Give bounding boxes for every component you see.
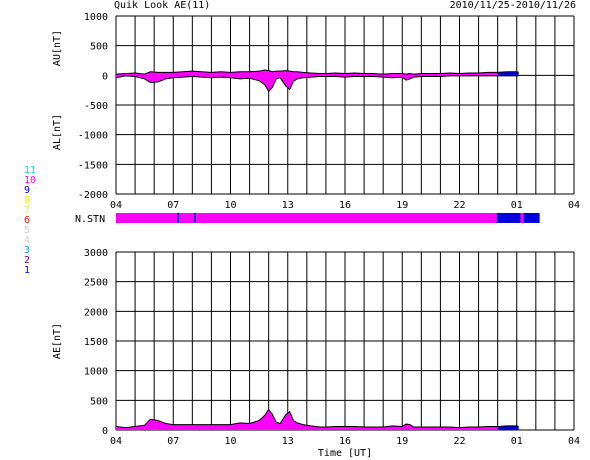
x-tick-label: 01 — [511, 200, 523, 211]
station-legend-item: 4 — [24, 235, 31, 246]
station-legend-item: 5 — [24, 225, 31, 236]
station-legend-item: 1 — [24, 265, 31, 276]
y-tick-label: 2000 — [84, 307, 108, 318]
x-tick-label: 07 — [167, 200, 179, 211]
y-tick-label: 500 — [90, 396, 108, 407]
station-bar-segment — [523, 213, 540, 223]
station-legend-item: 3 — [24, 245, 31, 256]
x-tick-label: 22 — [453, 436, 465, 447]
station-bar-segment — [196, 213, 497, 223]
station-bar-segment — [194, 213, 197, 223]
al-line — [115, 75, 519, 93]
y-tick-label: 1500 — [84, 337, 108, 348]
x-tick-label: 22 — [453, 200, 465, 211]
au-al-panel-grid — [115, 15, 575, 195]
station-legend-item: 11 — [24, 165, 37, 176]
y-tick-label: 500 — [90, 42, 108, 53]
x-tick-label: 10 — [224, 200, 236, 211]
station-legend-item: 10 — [24, 175, 37, 186]
station-legend-item: 6 — [24, 215, 31, 226]
au-line — [115, 69, 519, 75]
y-tick-label: 1000 — [84, 12, 108, 23]
station-bar-segment — [496, 213, 521, 223]
x-tick-label: 04 — [110, 200, 122, 211]
station-legend-item: 2 — [24, 255, 31, 266]
y-tick-label: -1500 — [78, 160, 108, 171]
y-axis-label-au: AU[nT] — [52, 30, 63, 66]
station-bar-segment — [116, 213, 178, 223]
x-tick-label: 07 — [167, 436, 179, 447]
x-tick-label: 10 — [224, 436, 236, 447]
y-tick-label: -2000 — [78, 190, 108, 201]
x-tick-label: 13 — [282, 436, 294, 447]
station-bar-segment — [178, 213, 195, 223]
au-area-recent — [497, 71, 519, 76]
ae-line — [115, 408, 519, 429]
station-legend-item: 7 — [24, 205, 31, 216]
y-axis-label-al: AL[nT] — [52, 114, 63, 150]
y-axis-label-ae: AE[nT] — [52, 323, 63, 359]
x-tick-label: 16 — [339, 200, 351, 211]
chart-title: Quik Look AE(11) — [114, 0, 211, 11]
x-tick-label: 19 — [396, 436, 408, 447]
y-tick-label: -500 — [84, 101, 108, 112]
ae-area-recent — [497, 425, 519, 430]
al-area-series — [116, 75, 498, 92]
x-tick-label: 04 — [110, 436, 122, 447]
x-tick-label: 04 — [568, 200, 580, 211]
x-tick-label: 04 — [568, 436, 580, 447]
y-tick-label: -1000 — [78, 131, 108, 142]
station-bar-segment — [177, 213, 179, 223]
station-bar-label: N.STN — [75, 214, 105, 225]
y-tick-label: 0 — [102, 426, 108, 437]
station-legend-item: 8 — [24, 195, 31, 206]
x-tick-label: 19 — [396, 200, 408, 211]
station-bar-segment — [520, 213, 524, 223]
y-tick-label: 2500 — [84, 278, 108, 289]
ae-panel-grid — [115, 251, 575, 431]
x-tick-label: 01 — [511, 436, 523, 447]
x-tick-label: 16 — [339, 436, 351, 447]
y-tick-label: 0 — [102, 71, 108, 82]
station-legend-item: 9 — [24, 185, 31, 196]
y-tick-label: 3000 — [84, 248, 108, 259]
date-range: 2010/11/25-2010/11/26 — [449, 0, 576, 11]
y-tick-label: 1000 — [84, 367, 108, 378]
x-axis-label: Time [UT] — [318, 448, 372, 459]
x-tick-label: 13 — [282, 200, 294, 211]
